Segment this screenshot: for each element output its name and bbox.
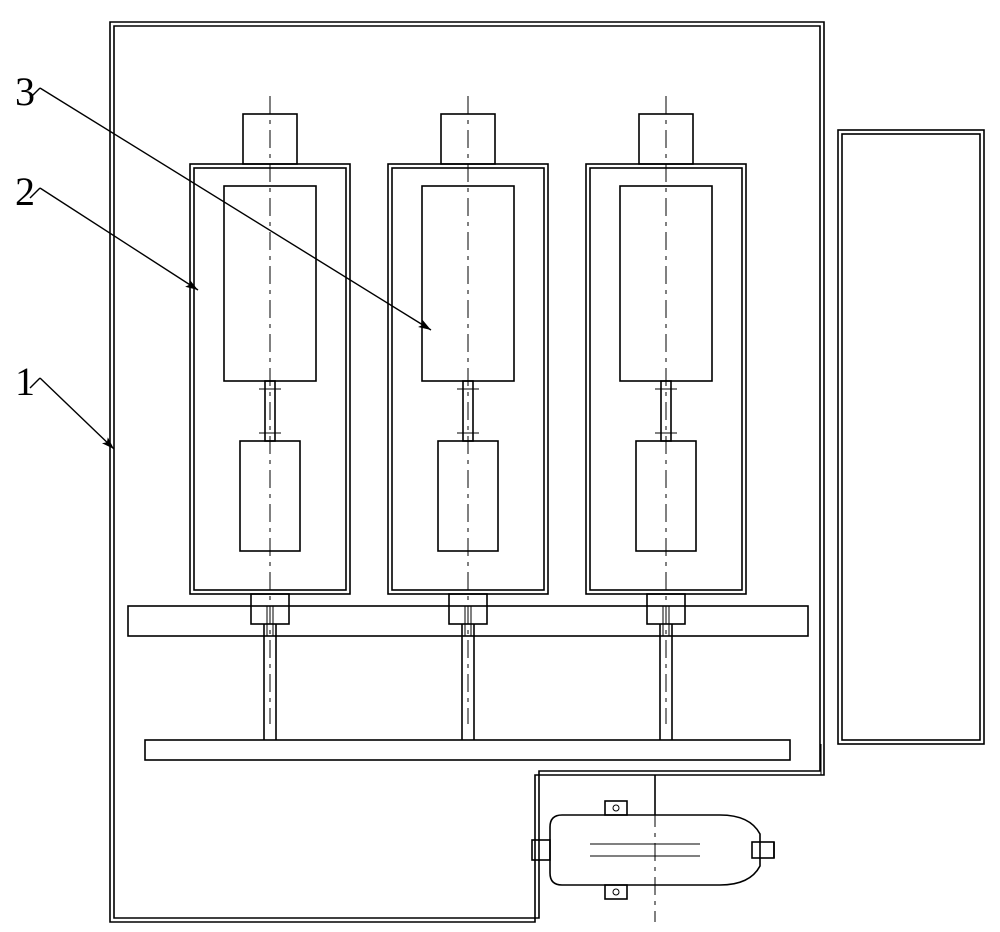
callout-3-label: 3 [15,69,35,114]
callout-2-label: 2 [15,169,35,214]
callout-1-label: 1 [15,359,35,404]
engineering-figure: 1 2 3 [0,0,1000,932]
